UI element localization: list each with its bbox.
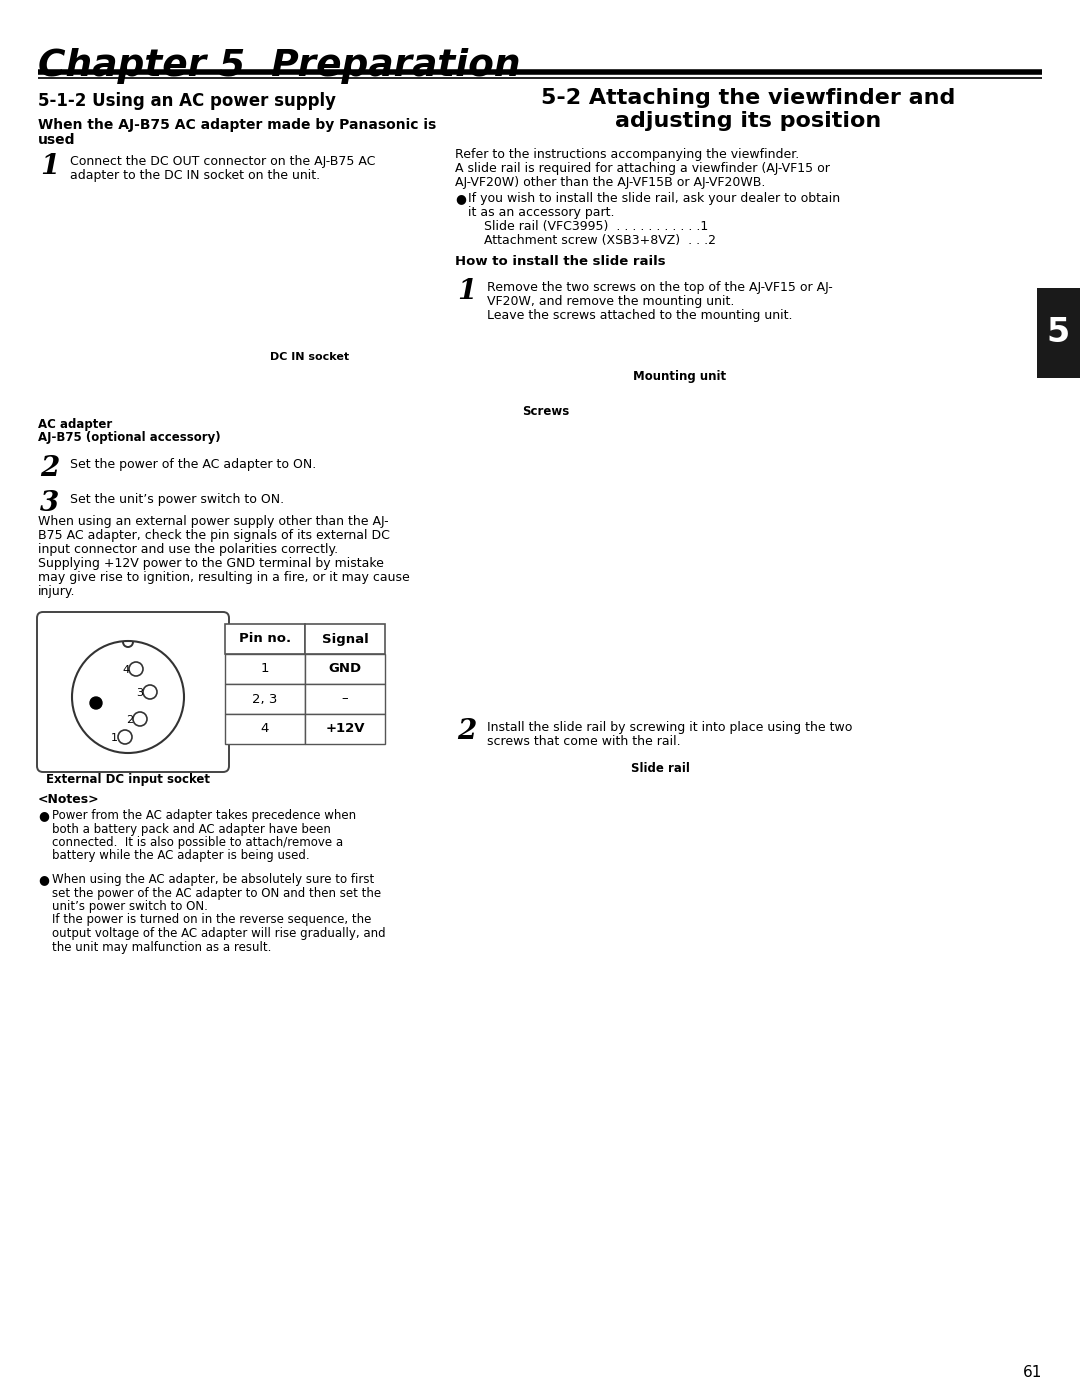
Text: DC IN socket: DC IN socket	[270, 352, 349, 362]
Text: ●: ●	[38, 809, 49, 821]
Text: AJ-VF20W) other than the AJ-VF15B or AJ-VF20WB.: AJ-VF20W) other than the AJ-VF15B or AJ-…	[455, 176, 766, 189]
Text: 5-1-2 Using an AC power supply: 5-1-2 Using an AC power supply	[38, 92, 336, 110]
Text: +12V: +12V	[325, 722, 365, 735]
Text: Slide rail: Slide rail	[631, 761, 689, 775]
Text: Signal: Signal	[322, 633, 368, 645]
Text: 2, 3: 2, 3	[253, 693, 278, 705]
Text: A slide rail is required for attaching a viewfinder (AJ-VF15 or: A slide rail is required for attaching a…	[455, 162, 829, 175]
Text: 2: 2	[126, 715, 133, 725]
Text: 3: 3	[40, 490, 59, 517]
Text: adjusting its position: adjusting its position	[616, 110, 881, 131]
Text: <Notes>: <Notes>	[38, 793, 99, 806]
Text: Power from the AC adapter takes precedence when: Power from the AC adapter takes preceden…	[52, 809, 356, 821]
Bar	[305, 685, 384, 714]
Text: When using the AC adapter, be absolutely sure to first: When using the AC adapter, be absolutely…	[52, 873, 375, 886]
Text: the unit may malfunction as a result.: the unit may malfunction as a result.	[52, 940, 271, 954]
Text: How to install the slide rails: How to install the slide rails	[455, 256, 665, 268]
Text: 2: 2	[40, 455, 59, 482]
Text: When using an external power supply other than the AJ-: When using an external power supply othe…	[38, 515, 389, 528]
Text: AJ-B75 (optional accessory): AJ-B75 (optional accessory)	[38, 432, 220, 444]
Text: battery while the AC adapter is being used.: battery while the AC adapter is being us…	[52, 849, 310, 862]
Text: –: –	[341, 693, 349, 705]
Text: 5: 5	[1047, 317, 1069, 349]
Text: 4: 4	[260, 722, 269, 735]
Circle shape	[90, 697, 102, 710]
Text: injury.: injury.	[38, 585, 76, 598]
Text: Set the power of the AC adapter to ON.: Set the power of the AC adapter to ON.	[70, 458, 316, 471]
Text: adapter to the DC IN socket on the unit.: adapter to the DC IN socket on the unit.	[70, 169, 320, 182]
Text: 4: 4	[122, 665, 130, 675]
Bar	[225, 654, 305, 685]
Text: When the AJ-B75 AC adapter made by Panasonic is: When the AJ-B75 AC adapter made by Panas…	[38, 117, 436, 131]
Text: If you wish to install the slide rail, ask your dealer to obtain: If you wish to install the slide rail, a…	[468, 191, 840, 205]
Bar	[305, 654, 384, 685]
Text: Screws: Screws	[522, 405, 569, 418]
Bar	[225, 685, 305, 714]
Text: Pin no.: Pin no.	[239, 633, 292, 645]
Bar	[305, 714, 384, 745]
Text: 1: 1	[457, 278, 476, 305]
Text: input connector and use the polarities correctly.: input connector and use the polarities c…	[38, 543, 338, 556]
Text: 1: 1	[111, 733, 118, 743]
Text: both a battery pack and AC adapter have been: both a battery pack and AC adapter have …	[52, 823, 330, 835]
Text: VF20W, and remove the mounting unit.: VF20W, and remove the mounting unit.	[487, 295, 734, 307]
Text: B75 AC adapter, check the pin signals of its external DC: B75 AC adapter, check the pin signals of…	[38, 529, 390, 542]
Text: output voltage of the AC adapter will rise gradually, and: output voltage of the AC adapter will ri…	[52, 928, 386, 940]
Text: Remove the two screws on the top of the AJ-VF15 or AJ-: Remove the two screws on the top of the …	[487, 281, 833, 293]
Text: 1: 1	[260, 662, 269, 676]
Text: Refer to the instructions accompanying the viewfinder.: Refer to the instructions accompanying t…	[455, 148, 799, 161]
Text: Supplying +12V power to the GND terminal by mistake: Supplying +12V power to the GND terminal…	[38, 557, 383, 570]
Bar	[225, 624, 305, 654]
Text: used: used	[38, 133, 76, 147]
Text: it as an accessory part.: it as an accessory part.	[468, 205, 615, 219]
Text: ●: ●	[455, 191, 465, 205]
Text: GND: GND	[328, 662, 362, 676]
Text: set the power of the AC adapter to ON and then set the: set the power of the AC adapter to ON an…	[52, 887, 381, 900]
Text: ●: ●	[38, 873, 49, 886]
Text: may give rise to ignition, resulting in a fire, or it may cause: may give rise to ignition, resulting in …	[38, 571, 409, 584]
Bar	[305, 624, 384, 654]
Bar	[225, 714, 305, 745]
Text: connected.  It is also possible to attach/remove a: connected. It is also possible to attach…	[52, 835, 343, 849]
Text: 5-2 Attaching the viewfinder and: 5-2 Attaching the viewfinder and	[541, 88, 956, 108]
Text: AC adapter: AC adapter	[38, 418, 112, 432]
Text: 61: 61	[1023, 1365, 1042, 1380]
Text: Leave the screws attached to the mounting unit.: Leave the screws attached to the mountin…	[487, 309, 793, 321]
Text: Install the slide rail by screwing it into place using the two: Install the slide rail by screwing it in…	[487, 721, 852, 733]
Text: Attachment screw (XSB3+8VZ)  . . .2: Attachment screw (XSB3+8VZ) . . .2	[468, 235, 716, 247]
Bar	[1037, 288, 1080, 379]
Text: Slide rail (VFC3995)  . . . . . . . . . . .1: Slide rail (VFC3995) . . . . . . . . . .…	[468, 219, 708, 233]
Text: 3: 3	[136, 687, 143, 698]
Text: Connect the DC OUT connector on the AJ-B75 AC: Connect the DC OUT connector on the AJ-B…	[70, 155, 376, 168]
Text: External DC input socket: External DC input socket	[46, 773, 210, 787]
Text: 1: 1	[40, 154, 59, 180]
FancyBboxPatch shape	[37, 612, 229, 773]
Text: screws that come with the rail.: screws that come with the rail.	[487, 735, 680, 747]
Text: 2: 2	[457, 718, 476, 745]
Text: Mounting unit: Mounting unit	[634, 370, 727, 383]
Text: unit’s power switch to ON.: unit’s power switch to ON.	[52, 900, 207, 914]
Text: Set the unit’s power switch to ON.: Set the unit’s power switch to ON.	[70, 493, 284, 506]
Text: Chapter 5  Preparation: Chapter 5 Preparation	[38, 47, 521, 84]
Text: If the power is turned on in the reverse sequence, the: If the power is turned on in the reverse…	[52, 914, 372, 926]
